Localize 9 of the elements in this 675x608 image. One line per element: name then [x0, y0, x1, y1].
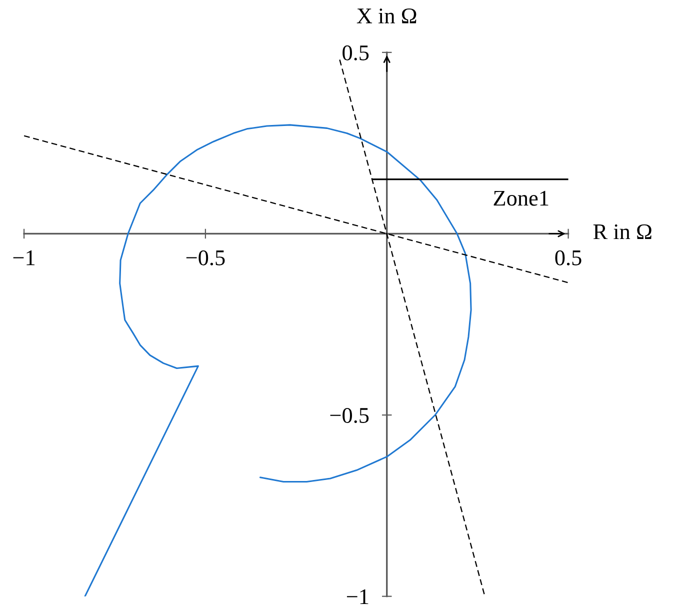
y-tick-label: −0.5 [330, 408, 369, 424]
x-axis-title: R in Ω [593, 224, 652, 240]
x-tick-label: −0.5 [186, 250, 225, 266]
y-tick-label: 0.5 [342, 45, 369, 60]
y-axis-title: X in Ω [356, 8, 416, 24]
x-tick-label: −1 [13, 250, 35, 266]
y-tick-label: −1 [346, 589, 368, 604]
x-tick-label: 0.5 [555, 250, 582, 266]
annotation: Zone1 [494, 190, 548, 206]
